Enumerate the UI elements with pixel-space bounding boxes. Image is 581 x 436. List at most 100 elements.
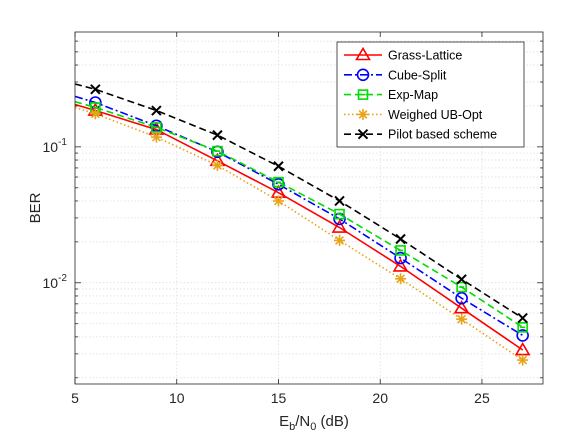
- y-tick-label-exponent: -2: [58, 273, 67, 284]
- x-marker-stroke: [151, 105, 162, 116]
- x-axis-label-mid: /N: [295, 413, 310, 430]
- asterisk-marker-stroke: [457, 314, 467, 324]
- legend-label: Pilot based scheme: [388, 128, 497, 142]
- legend-entry: Weighed UB-Opt: [344, 108, 483, 122]
- triangle-marker-shape: [453, 300, 470, 314]
- square-marker-shape: [273, 176, 284, 188]
- x-axis-label-sub-b: b: [289, 421, 295, 433]
- asterisk-marker-stroke: [518, 355, 528, 365]
- x-marker-stroke: [90, 84, 101, 95]
- legend-marker: [355, 46, 371, 61]
- data-point: [395, 273, 407, 285]
- y-axis-label: BER: [27, 192, 44, 223]
- data-point: [394, 251, 407, 265]
- x-marker-stroke: [395, 233, 406, 245]
- data-point: [150, 131, 162, 143]
- x-marker-stroke: [273, 161, 284, 172]
- data-point: [395, 233, 406, 245]
- x-axis-label-tail: (dB): [316, 413, 349, 430]
- circle-marker-shape: [455, 291, 468, 305]
- x-axis-label-main: E: [279, 413, 289, 430]
- legend-marker: [356, 68, 370, 82]
- x-tick-label: 20: [372, 390, 388, 406]
- data-point: [514, 341, 531, 356]
- x-tick-label: 25: [474, 390, 490, 406]
- square-marker-shape: [517, 322, 528, 333]
- triangle-marker-shape: [331, 219, 348, 233]
- data-point: [272, 195, 284, 207]
- legend-label: Weighed UB-Opt: [388, 108, 483, 122]
- asterisk-marker-stroke: [335, 235, 344, 245]
- square-marker-shape: [395, 245, 406, 256]
- legend-marker: [357, 89, 369, 100]
- circle-marker-shape: [516, 329, 529, 342]
- data-point: [151, 105, 162, 116]
- square-marker-shape: [212, 145, 223, 157]
- data-point: [334, 234, 346, 246]
- legend-entry: Pilot based scheme: [344, 128, 497, 142]
- data-point: [331, 219, 348, 233]
- circle-marker-shape: [394, 251, 407, 265]
- square-marker-shape: [357, 89, 369, 100]
- x-marker-stroke: [212, 129, 223, 141]
- series-weighed-ub-opt: [74, 106, 529, 366]
- asterisk-marker-stroke: [396, 274, 406, 284]
- data-point: [334, 208, 345, 220]
- circle-marker-shape: [356, 68, 370, 82]
- data-point: [516, 329, 529, 342]
- asterisk-marker-stroke: [274, 196, 283, 206]
- legend-label: Grass-Lattice: [388, 49, 462, 63]
- data-point: [456, 313, 468, 325]
- data-point: [456, 281, 467, 293]
- data-point: [273, 161, 284, 172]
- plot-area-frame: [74, 31, 544, 385]
- legend-marker: [357, 128, 369, 140]
- data-point: [273, 176, 284, 188]
- legend-label: Exp-Map: [388, 88, 438, 102]
- x-tick-label: 10: [169, 390, 185, 406]
- data-point: [212, 145, 223, 157]
- square-marker-shape: [456, 281, 467, 293]
- triangle-marker-shape: [392, 258, 409, 272]
- asterisk-marker-stroke: [212, 160, 222, 170]
- triangle-marker-shape: [355, 46, 371, 61]
- series-pilot-based-scheme: [74, 83, 528, 324]
- y-tick-label: 10-2: [43, 273, 68, 291]
- legend-entry: Exp-Map: [344, 88, 438, 102]
- data-point: [517, 312, 528, 324]
- legend-marker: [357, 108, 369, 120]
- x-axis-label-sub-0: 0: [310, 421, 316, 433]
- asterisk-marker-stroke: [358, 109, 368, 119]
- x-tick-label: 15: [271, 390, 287, 406]
- y-tick-label-exponent: -1: [58, 137, 67, 148]
- data-point: [392, 258, 409, 272]
- data-point: [517, 322, 528, 333]
- legend-entry: Grass-Lattice: [344, 46, 462, 63]
- data-point: [212, 129, 223, 141]
- triangle-marker-shape: [514, 341, 531, 356]
- y-tick-label-base: 10: [43, 275, 59, 291]
- legend-entry: Cube-Split: [344, 68, 447, 82]
- legend: Grass-Lattice Cube-Split Exp-Map Weighed UB…: [336, 41, 525, 148]
- x-axis-label: Eb/N0 (dB): [279, 413, 349, 433]
- data-point: [453, 300, 470, 314]
- data-point: [455, 291, 468, 305]
- x-marker-stroke: [456, 274, 467, 285]
- asterisk-marker-stroke: [90, 109, 100, 119]
- data-point: [89, 108, 101, 120]
- series-line: [74, 103, 524, 351]
- data-point: [517, 354, 529, 366]
- x-tick-label: 5: [71, 390, 79, 406]
- x-marker-stroke: [334, 195, 345, 207]
- y-tick-label: 10-1: [43, 137, 68, 155]
- data-point: [90, 84, 101, 95]
- series-layer: [74, 83, 531, 366]
- data-point: [395, 245, 406, 256]
- legend-label: Cube-Split: [388, 68, 447, 82]
- x-marker-stroke: [357, 128, 369, 140]
- asterisk-marker-stroke: [151, 132, 161, 142]
- square-marker-shape: [334, 208, 345, 220]
- x-marker-stroke: [517, 312, 528, 324]
